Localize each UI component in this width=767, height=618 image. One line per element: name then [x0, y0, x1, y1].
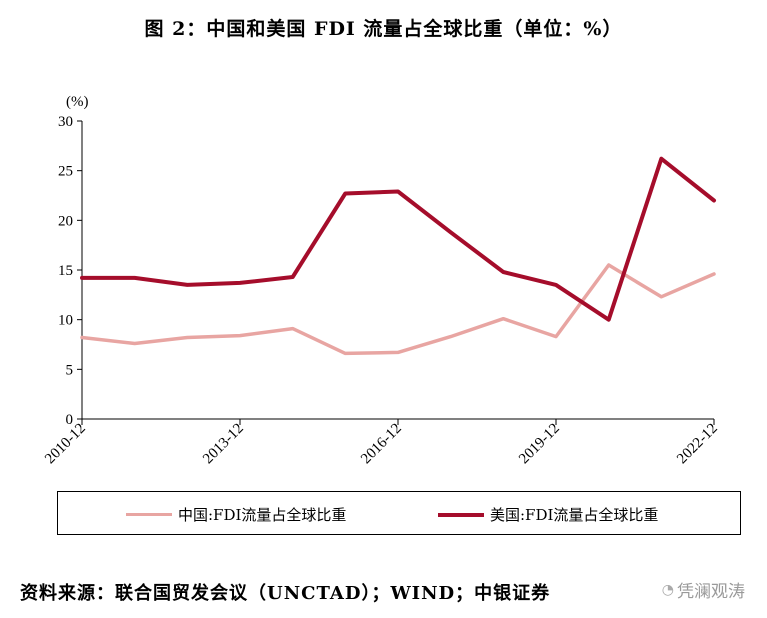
- legend-item-usa: 美国:FDI流量占全球比重: [438, 504, 658, 525]
- watermark-text: 凭澜观涛: [677, 582, 745, 602]
- chart-title: 图 2：中国和美国 FDI 流量占全球比重（单位：%）: [144, 18, 623, 40]
- x-tick-label: 2019-12: [516, 421, 563, 468]
- y-tick-label: 15: [58, 263, 73, 279]
- x-tick-label: 2022-12: [674, 421, 721, 468]
- wechat-icon: ◔: [661, 581, 674, 598]
- y-tick-label: 25: [58, 164, 73, 180]
- x-tick-label: 2013-12: [200, 421, 247, 468]
- x-tick-label: 2016-12: [358, 421, 405, 468]
- legend-item-china: 中国:FDI流量占全球比重: [126, 504, 346, 525]
- y-axis-unit-label: (%): [66, 94, 89, 110]
- y-tick-label: 10: [58, 313, 73, 329]
- series-line-china: [80, 263, 716, 356]
- legend-label-usa: 美国:FDI流量占全球比重: [490, 506, 659, 524]
- y-tick-label: 30: [58, 114, 73, 130]
- source-note: 资料来源：联合国贸发会议（UNCTAD）；WIND；中银证券: [20, 583, 551, 604]
- y-tick-label: 0: [66, 412, 74, 428]
- series-layer: [80, 156, 716, 356]
- y-tick-label: 5: [66, 362, 74, 378]
- y-tick-label: 20: [58, 213, 73, 229]
- watermark: ◔ 凭澜观涛: [661, 577, 745, 603]
- legend-label-china: 中国:FDI流量占全球比重: [178, 506, 347, 524]
- series-line-usa: [80, 156, 716, 322]
- legend: 中国:FDI流量占全球比重 美国:FDI流量占全球比重: [57, 491, 741, 535]
- legend-swatch-china: [126, 513, 172, 516]
- legend-swatch-usa: [438, 512, 484, 517]
